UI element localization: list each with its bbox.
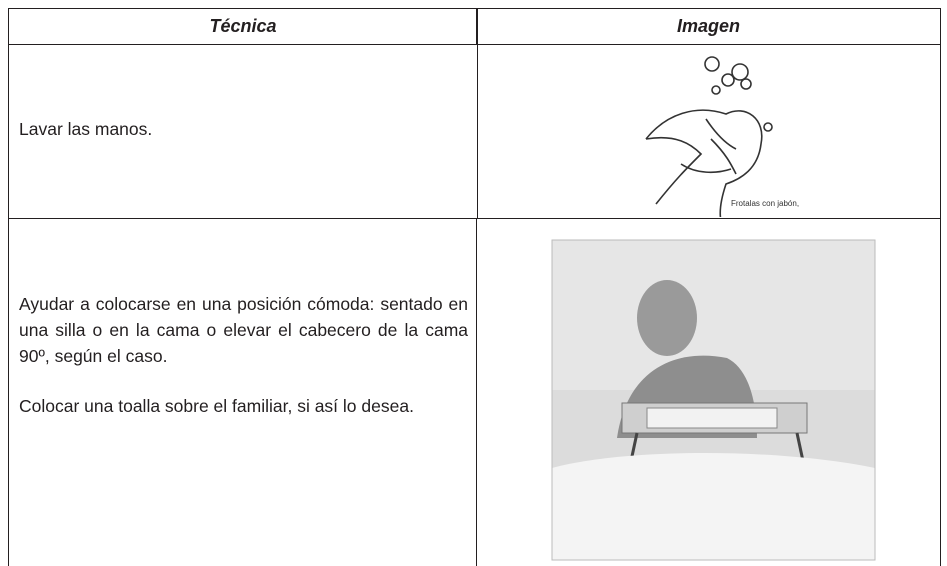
cell: Lavar las manos. [8,44,478,219]
caption: Frotalas con jabón, [731,199,799,208]
header-cell: Técnica [8,8,478,45]
header-text: Imagen [676,16,741,36]
hand-washing-illustration: Frotalas con jabón, [645,56,799,217]
header-cell: Imagen [476,8,941,45]
cell: Frotalas con jabón, [476,44,941,219]
paragraph: Colocar una toalla sobre el familiar, si… [19,396,414,416]
cell [476,218,941,566]
cell-text: Lavar las manos. [9,116,477,142]
photo [551,239,876,561]
paragraph: Ayudar a colocarse en una posición cómod… [19,294,468,366]
cell-text: Ayudar a colocarse en una posición cómod… [9,291,478,419]
cell: Ayudar a colocarse en una posición cómod… [8,218,478,566]
paragraph: Lavar las manos. [19,119,153,139]
header-text: Técnica [209,16,277,36]
